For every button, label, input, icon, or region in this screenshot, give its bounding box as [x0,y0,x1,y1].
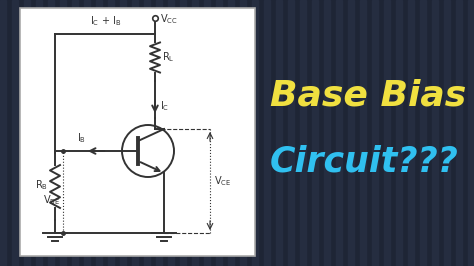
Bar [324,0,330,266]
Bar [20,8,255,256]
Text: R$_{\sf B}$: R$_{\sf B}$ [35,178,48,192]
Bar [312,0,318,266]
Text: Circuit???: Circuit??? [270,144,459,178]
Bar [24,0,30,266]
Bar [264,0,270,266]
Bar [108,0,114,266]
Bar [384,0,390,266]
Bar [192,0,198,266]
Text: V$_{\sf BE}$: V$_{\sf BE}$ [43,193,60,207]
Bar [360,0,366,266]
Bar [84,0,90,266]
Bar [336,0,342,266]
Bar [72,0,78,266]
Bar [60,0,66,266]
Bar [156,0,162,266]
Bar [408,0,414,266]
Text: V$_{\sf CC}$: V$_{\sf CC}$ [160,12,178,26]
Bar [444,0,450,266]
Bar [216,0,222,266]
Bar [396,0,402,266]
Bar [348,0,354,266]
Bar [276,0,282,266]
Bar [300,0,306,266]
Bar [12,0,18,266]
Bar [420,0,426,266]
Bar [168,0,174,266]
Text: I$_{\sf C}$ + I$_{\sf B}$: I$_{\sf C}$ + I$_{\sf B}$ [90,14,121,28]
Bar [204,0,210,266]
Bar [432,0,438,266]
Text: R$_{\sf L}$: R$_{\sf L}$ [162,51,174,64]
Text: I$_{\sf B}$: I$_{\sf B}$ [77,131,86,145]
Bar [48,0,54,266]
Bar [96,0,102,266]
Bar [144,0,150,266]
Bar [456,0,462,266]
Bar [252,0,258,266]
Bar [0,0,6,266]
Bar [180,0,186,266]
Bar [132,0,138,266]
Bar [372,0,378,266]
Bar [228,0,234,266]
Bar [120,0,126,266]
Text: I$_{\sf C}$: I$_{\sf C}$ [160,99,169,113]
Bar [240,0,246,266]
Text: Base Bias: Base Bias [270,79,466,113]
Bar [36,0,42,266]
Text: V$_{\sf CE}$: V$_{\sf CE}$ [214,174,231,188]
Bar [468,0,474,266]
Bar [288,0,294,266]
